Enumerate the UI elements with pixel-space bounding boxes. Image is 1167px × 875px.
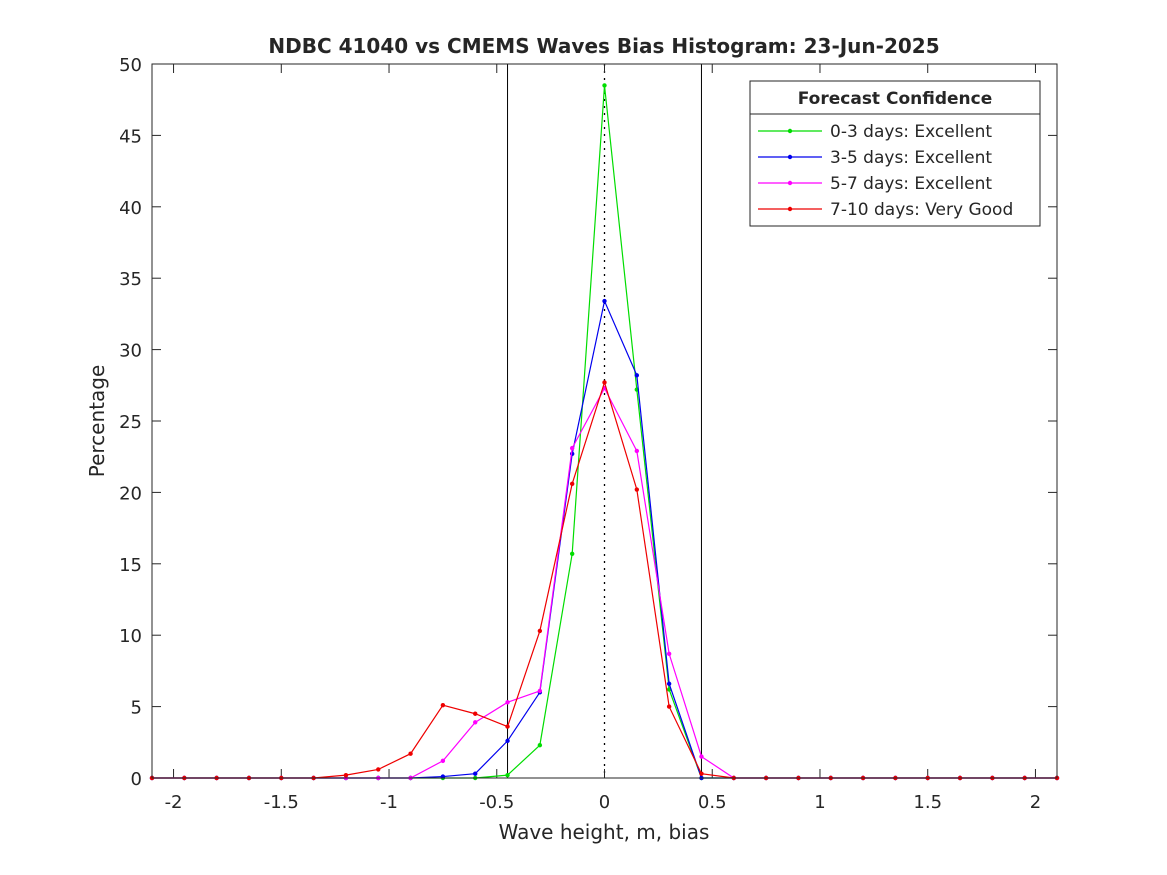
y-tick-label: 30 (119, 341, 142, 362)
y-tick-label: 5 (131, 698, 142, 719)
y-tick-label: 10 (119, 626, 142, 647)
x-tick-label: 0 (599, 792, 610, 813)
data-point (537, 688, 543, 694)
data-point (473, 720, 478, 725)
legend-entry-label: 5-7 days: Excellent (830, 174, 992, 194)
data-point (473, 771, 478, 776)
data-point (408, 751, 413, 756)
data-point (440, 758, 446, 764)
y-axis-label: Percentage (85, 365, 109, 478)
x-tick-label: -1 (380, 792, 398, 813)
chart-title: NDBC 41040 vs CMEMS Waves Bias Histogram… (268, 34, 939, 58)
data-point (699, 754, 704, 759)
legend-swatch-marker (787, 180, 793, 186)
data-point (634, 448, 640, 454)
legend-entry-label: 0-3 days: Excellent (830, 122, 992, 142)
x-axis-label: Wave height, m, bias (499, 820, 710, 844)
y-tick-label: 0 (131, 769, 142, 790)
legend-swatch-marker (787, 128, 793, 134)
plot-frame (151, 63, 1058, 779)
x-tick-label: -1.5 (264, 792, 299, 813)
y-tick-label: 45 (119, 126, 142, 147)
data-point (602, 380, 607, 385)
data-point (505, 738, 510, 744)
data-point (602, 83, 607, 88)
x-tick-label: 2 (1030, 792, 1041, 813)
data-point (634, 373, 640, 378)
data-point (699, 771, 704, 776)
legend-entry-label: 7-10 days: Very Good (830, 200, 1013, 220)
legend-title: Forecast Confidence (798, 89, 993, 109)
data-point (569, 481, 575, 487)
x-tick-label: 1.5 (913, 792, 942, 813)
x-tick-label: -0.5 (479, 792, 514, 813)
data-point (343, 772, 349, 778)
y-tick-label: 20 (119, 483, 142, 504)
x-tick-label: 0.5 (698, 792, 727, 813)
data-point (666, 651, 672, 656)
data-point (666, 681, 672, 686)
data-point (473, 711, 478, 716)
data-point (376, 767, 381, 772)
legend: Forecast Confidence 0-3 days: Excellent 3… (749, 80, 1041, 227)
y-tick-label: 50 (119, 55, 142, 76)
data-point (537, 742, 543, 748)
data-point (569, 445, 575, 451)
y-tick-label: 25 (119, 412, 142, 433)
data-point (505, 724, 510, 729)
y-axis-ticks: 0 5 10 15 20 25 30 35 40 45 50 (119, 55, 1057, 790)
data-point (440, 702, 446, 708)
x-tick-label: 1 (814, 792, 825, 813)
legend-swatch-marker (787, 154, 793, 160)
data-point (634, 487, 640, 492)
legend-entries: 0-3 days: Excellent 3-5 days: Excellent 5-… (758, 122, 1013, 220)
data-point (537, 628, 543, 634)
x-tick-label: -2 (165, 792, 183, 813)
data-point (505, 700, 510, 705)
reference-lines (507, 64, 702, 778)
data-point (569, 551, 575, 557)
legend-entry-label: 3-5 days: Excellent (830, 148, 992, 168)
y-tick-label: 40 (119, 198, 142, 219)
data-point (666, 704, 672, 709)
legend-box (749, 80, 1041, 227)
y-tick-label: 15 (119, 555, 142, 576)
y-tick-label: 35 (119, 269, 142, 290)
data-point (602, 298, 607, 304)
data-point (505, 772, 510, 778)
x-axis-ticks: -2 -1.5 -1 -0.5 0 0.5 1 1.5 2 (165, 64, 1041, 813)
legend-swatch-marker (787, 206, 793, 212)
